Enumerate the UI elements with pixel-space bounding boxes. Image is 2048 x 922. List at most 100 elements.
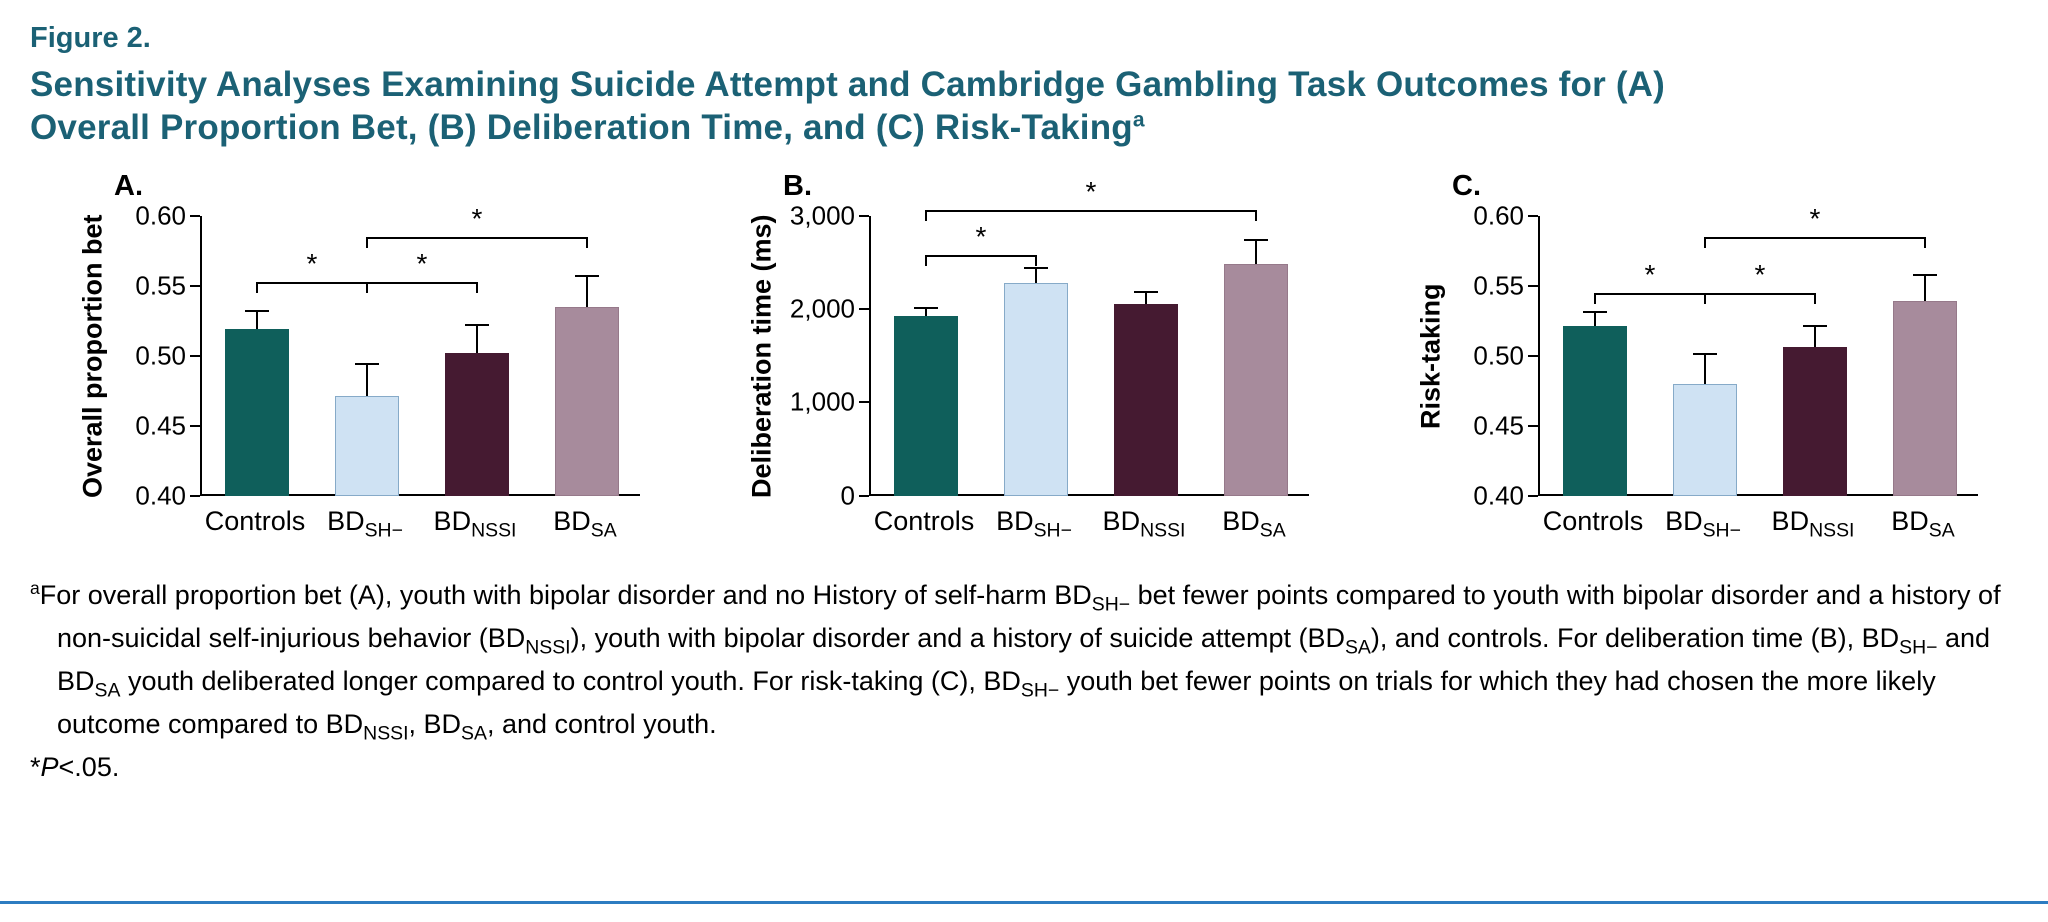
y-tick-mark — [190, 284, 200, 287]
x-category-subscript: SA — [1259, 519, 1286, 542]
y-tick-label: 0.40 — [1473, 480, 1524, 511]
error-bar-controls — [256, 310, 258, 330]
sig-bracket-end — [1255, 210, 1257, 222]
sig-bracket-end — [1704, 292, 1706, 304]
x-category-text: Controls — [873, 505, 975, 536]
text-run: For overall proportion bet (A), youth wi… — [39, 579, 1092, 610]
sig-asterisk: * — [1644, 258, 1656, 290]
sig-asterisk: * — [1809, 202, 1821, 234]
sig-bracket-C-2 — [1705, 236, 1925, 239]
plot-area-C: * * * — [1528, 204, 1978, 497]
bar-bdsa — [555, 306, 619, 496]
subscript: SA — [461, 722, 487, 745]
y-tick-label: 0.50 — [135, 340, 186, 371]
sig-bracket-end — [1814, 292, 1816, 304]
error-bar-bdsa — [1924, 274, 1926, 302]
y-tick-mark — [190, 424, 200, 427]
figure-title-footnote-marker: a — [1132, 108, 1145, 132]
sig-bracket-end — [476, 281, 478, 293]
x-axis-labels-A: Controls BDSH− BDNSSI BDSA — [200, 496, 640, 546]
subscript: SH− — [1899, 636, 1938, 659]
chart-body-B: Deliberation time (ms) 0 1,000 2,000 3,000 * *… — [739, 178, 1309, 546]
bar-controls — [894, 315, 958, 496]
bar-bdnssi — [1114, 303, 1178, 496]
x-category-label-bdsa: BDSA — [1891, 506, 1954, 542]
charts-row: A. Overall proportion bet 0.40 0.45 0.50 0.55… — [30, 170, 2018, 546]
text-run: ), youth with bipolar disorder and a his… — [570, 622, 1345, 653]
error-bar-cap — [1693, 353, 1717, 356]
bar-bdnssi — [1783, 347, 1847, 496]
text-run: , BD — [408, 708, 462, 739]
sig-asterisk: * — [416, 247, 428, 279]
error-bar-bdnssi — [1145, 292, 1147, 304]
x-category-text: BD — [1891, 505, 1929, 536]
text-run: ), and controls. For deliberation time (… — [1370, 622, 1900, 653]
sig-bracket-B-1 — [926, 210, 1256, 213]
subscript: SA — [94, 679, 121, 702]
bar-bdsh — [1673, 383, 1737, 496]
y-tick-label: 0.55 — [135, 270, 186, 301]
sig-bracket-end — [586, 236, 588, 248]
bar-bdsh — [335, 396, 399, 496]
error-bar-bdnssi — [476, 324, 478, 353]
x-category-subscript: SA — [1928, 519, 1955, 542]
text-run: youth bet fewer points on trials for whi… — [57, 665, 1936, 739]
x-category-label-bdnssi: BDNSSI — [1103, 506, 1186, 542]
y-tick-label: 0.45 — [135, 410, 186, 441]
sig-asterisk: * — [471, 202, 483, 234]
bar-bdsa — [1893, 301, 1957, 496]
x-category-text: BD — [553, 505, 591, 536]
text-run: , and control youth. — [486, 708, 717, 739]
error-bar-cap — [465, 323, 489, 326]
y-axis-title-B: Deliberation time (ms) — [746, 214, 777, 498]
y-tick-mark — [1528, 284, 1538, 287]
error-bar-cap — [245, 309, 269, 312]
x-category-subscript: NSSI — [1809, 519, 1855, 542]
x-category-text: BD — [1222, 505, 1260, 536]
sig-bracket-end — [1924, 236, 1926, 248]
x-category-label-bdsa: BDSA — [1222, 506, 1285, 542]
x-category-label-controls: Controls — [205, 506, 306, 537]
text-run: <.05. — [58, 751, 120, 782]
y-axis-B: 0 1,000 2,000 3,000 — [785, 200, 869, 510]
sig-bracket-B-0 — [926, 254, 1036, 257]
footnote-text: aFor overall proportion bet (A), youth w… — [30, 576, 2018, 748]
error-bar-cap — [1803, 325, 1827, 328]
y-tick-mark — [1528, 354, 1538, 357]
subscript: SH− — [1091, 593, 1131, 616]
sig-bracket-end — [925, 210, 927, 222]
sig-bracket-end — [1704, 236, 1706, 248]
subscript: SA — [1344, 636, 1371, 659]
x-axis-labels-B: Controls BDSH− BDNSSI BDSA — [869, 496, 1309, 546]
figure-label: Figure 2. — [30, 22, 151, 54]
italic-text: P — [40, 751, 59, 782]
y-tick-label: 0 — [840, 480, 855, 511]
plot-column-B: * * Controls BDSH− BDNSSI BDSA — [859, 178, 1309, 546]
sig-bracket-C-1 — [1705, 292, 1815, 295]
y-tick-mark — [1528, 494, 1538, 497]
sig-bracket-A-0 — [257, 281, 367, 284]
chart-panel-B: B. Deliberation time (ms) 0 1,000 2,000 3,000… — [739, 170, 1309, 546]
figure-title-line2: Overall Proportion Bet, (B) Deliberation… — [30, 108, 1133, 148]
bottom-rule — [0, 901, 2048, 904]
x-category-subscript: NSSI — [1140, 519, 1186, 542]
y-tick-label: 0.40 — [135, 480, 186, 511]
error-bar-bdsh — [1035, 268, 1037, 283]
bar-bdsh — [1004, 282, 1068, 496]
x-category-label-bdsh: BDSH− — [1665, 506, 1741, 542]
chart-panel-A: A. Overall proportion bet 0.40 0.45 0.50 0.55… — [70, 170, 640, 546]
sig-bracket-end — [366, 236, 368, 248]
panel-label-B: B. — [783, 169, 812, 202]
chart-body-A: Overall proportion bet 0.40 0.45 0.50 0.55 0.… — [70, 200, 640, 546]
x-category-text: BD — [327, 505, 365, 536]
text-run: bet fewer points compared to youth with … — [57, 579, 2001, 653]
y-axis-title-C: Risk-taking — [1415, 283, 1446, 429]
y-axis-C: 0.40 0.45 0.50 0.55 0.60 — [1454, 200, 1538, 510]
text-run: * — [30, 751, 41, 782]
y-tick-label: 1,000 — [789, 386, 855, 417]
sig-asterisk: * — [306, 247, 318, 279]
panel-label-A: A. — [114, 169, 143, 202]
text-run: and BD — [57, 622, 1991, 696]
x-category-text: BD — [1771, 505, 1810, 536]
